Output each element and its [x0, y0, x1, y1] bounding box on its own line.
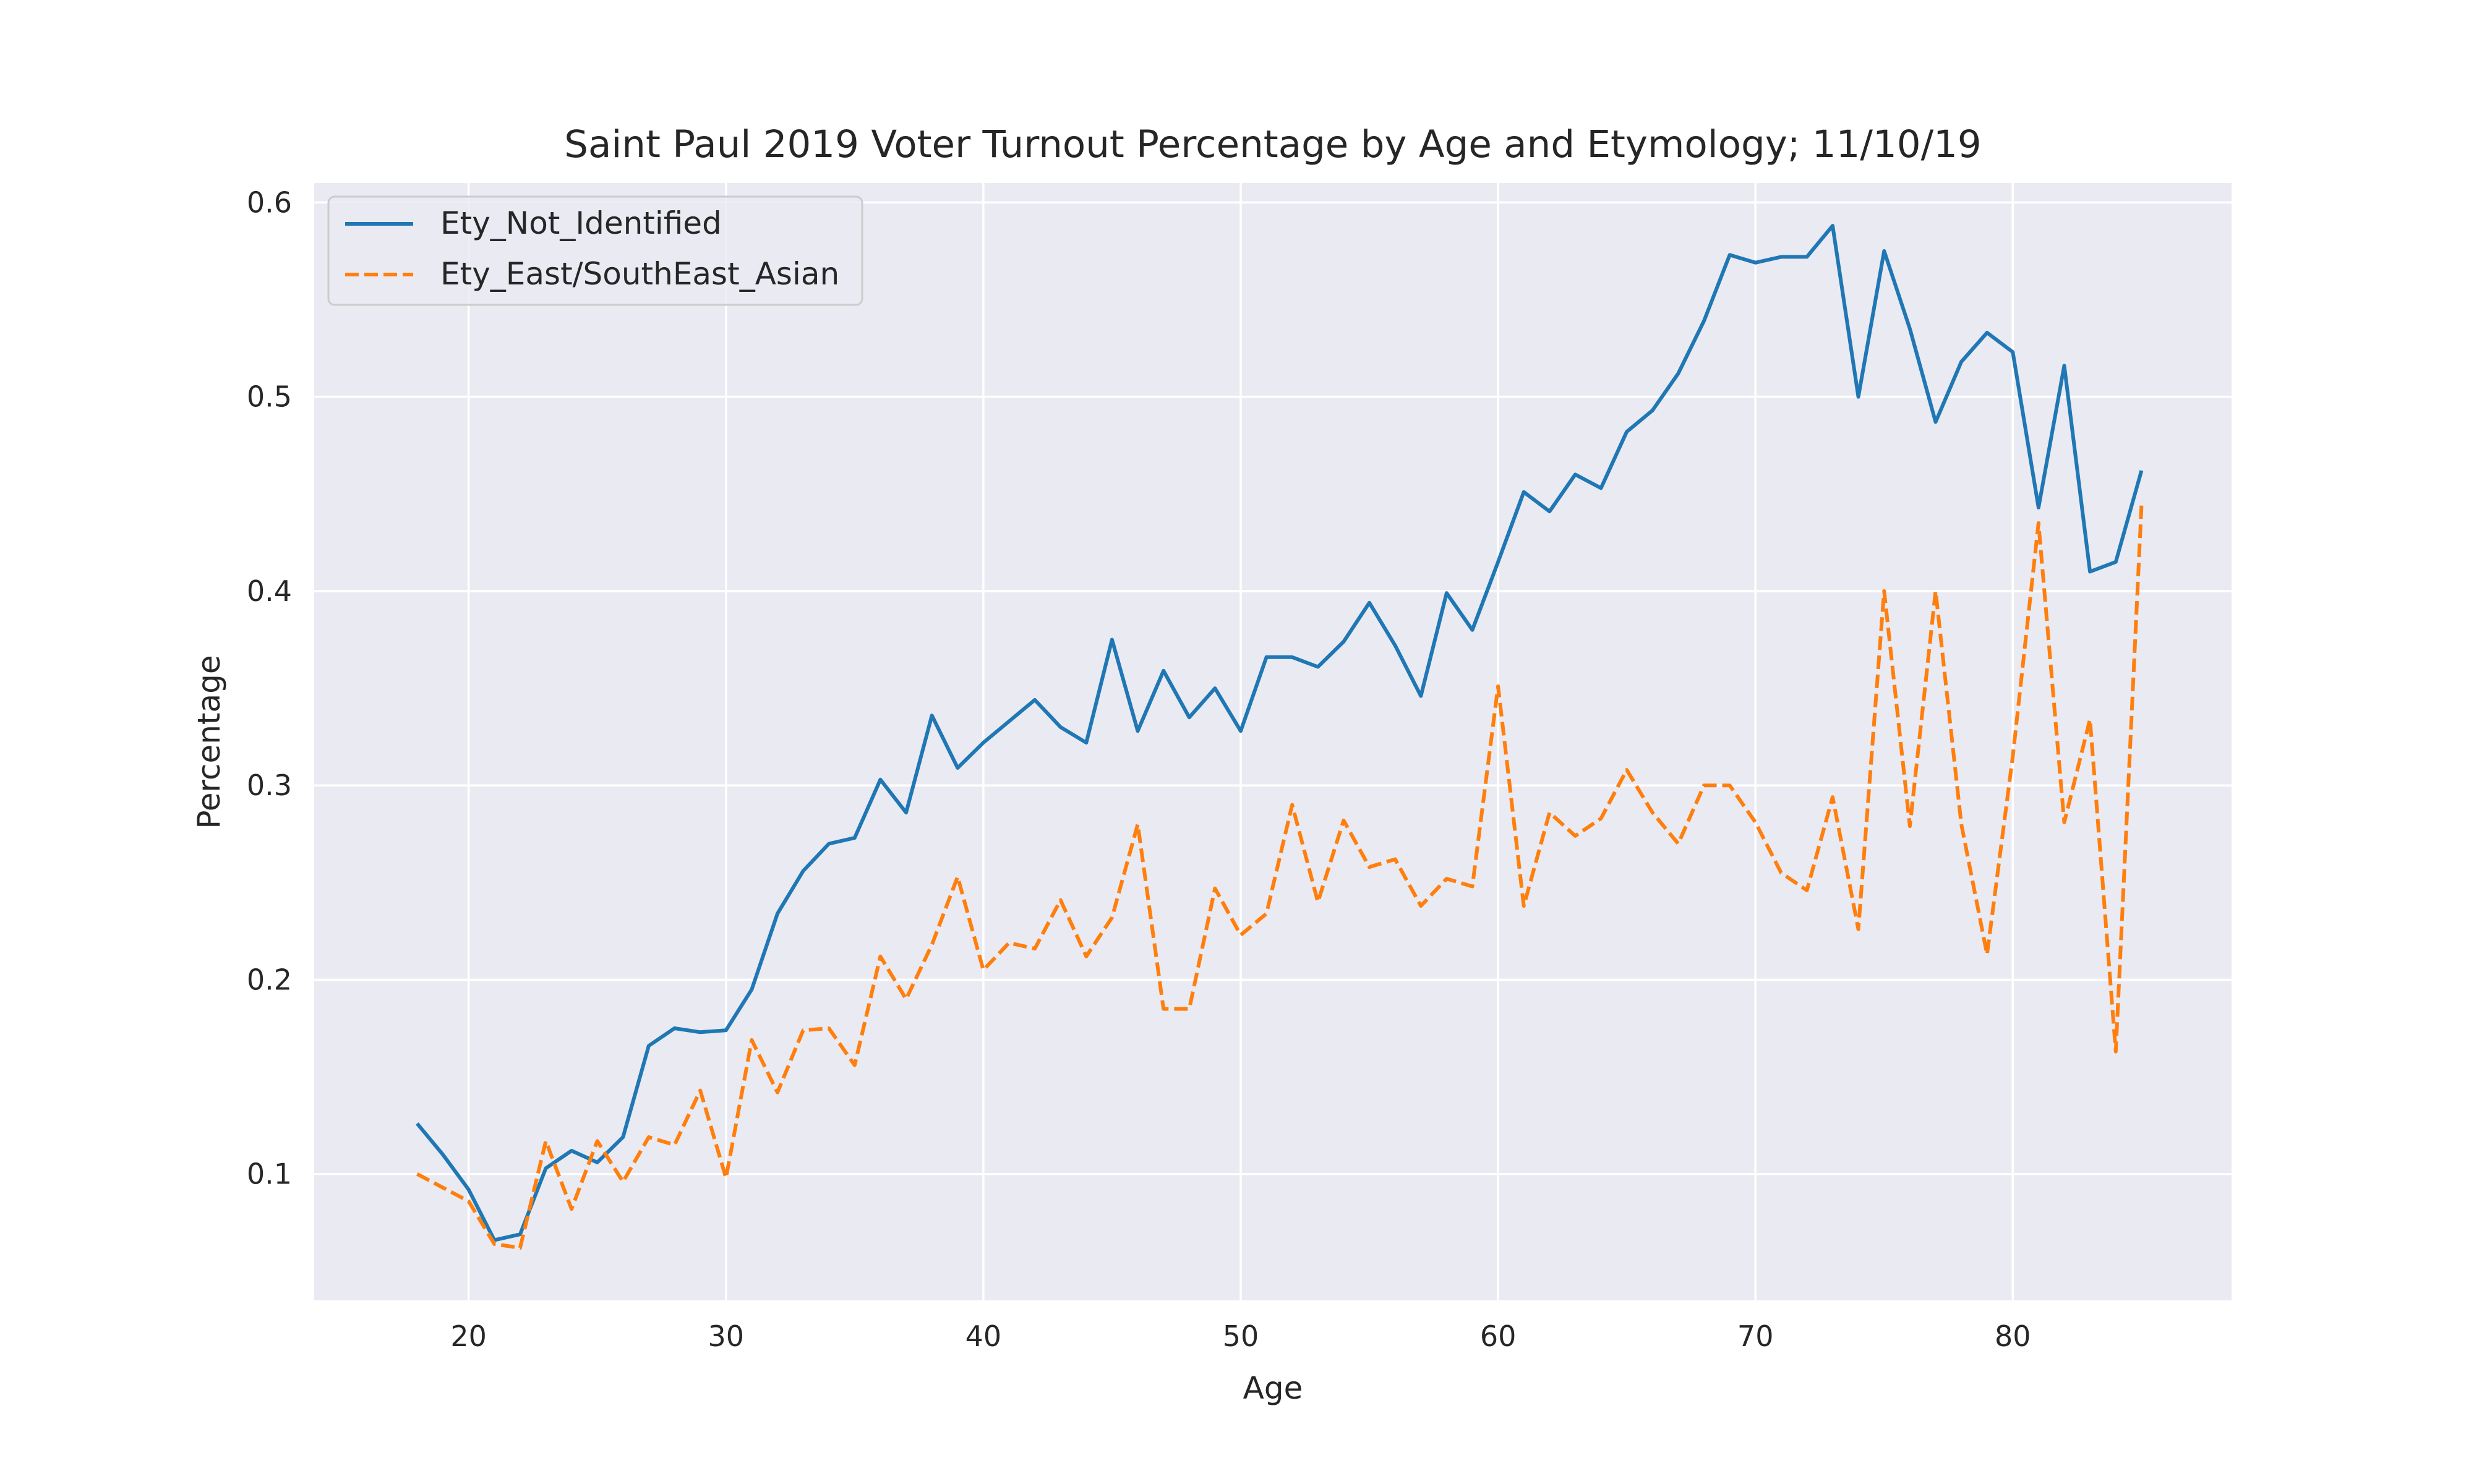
x-tick-label: 70 [1737, 1320, 1774, 1353]
legend-label-ety-east-southeast-asian: Ety_East/SouthEast_Asian [440, 256, 839, 292]
x-tick-label: 60 [1480, 1320, 1517, 1353]
y-ticks: 0.1 0.2 0.3 0.4 0.5 0.6 [247, 186, 292, 1190]
chart-title: Saint Paul 2019 Voter Turnout Percentage… [564, 122, 1982, 166]
x-ticks: 20 30 40 50 60 70 80 [450, 1320, 2031, 1353]
series-layer [416, 224, 2144, 1250]
plot-background [314, 183, 2232, 1300]
legend-box [327, 195, 863, 306]
x-tick-label: 30 [708, 1320, 744, 1353]
y-tick-label: 0.6 [247, 186, 292, 219]
x-tick-label: 40 [965, 1320, 1002, 1353]
y-axis-label: Percentage [191, 655, 227, 829]
legend: Ety_Not_Identified Ety_East/SouthEast_As… [327, 195, 863, 306]
y-tick-label: 0.5 [247, 380, 292, 414]
series-line-ety-east-southeast-asian [416, 505, 2144, 1250]
y-tick-label: 0.3 [247, 769, 292, 802]
x-tick-label: 20 [450, 1320, 487, 1353]
x-tick-label: 50 [1223, 1320, 1259, 1353]
x-axis-label: Age [1243, 1370, 1303, 1406]
y-tick-label: 0.4 [247, 574, 292, 608]
x-tick-label: 80 [1995, 1320, 2031, 1353]
y-tick-label: 0.1 [247, 1158, 292, 1191]
grid [314, 183, 2232, 1300]
legend-label-ety-not-identified: Ety_Not_Identified [440, 205, 722, 241]
series-line-ety-not-identified [416, 224, 2144, 1242]
y-tick-label: 0.2 [247, 963, 292, 996]
